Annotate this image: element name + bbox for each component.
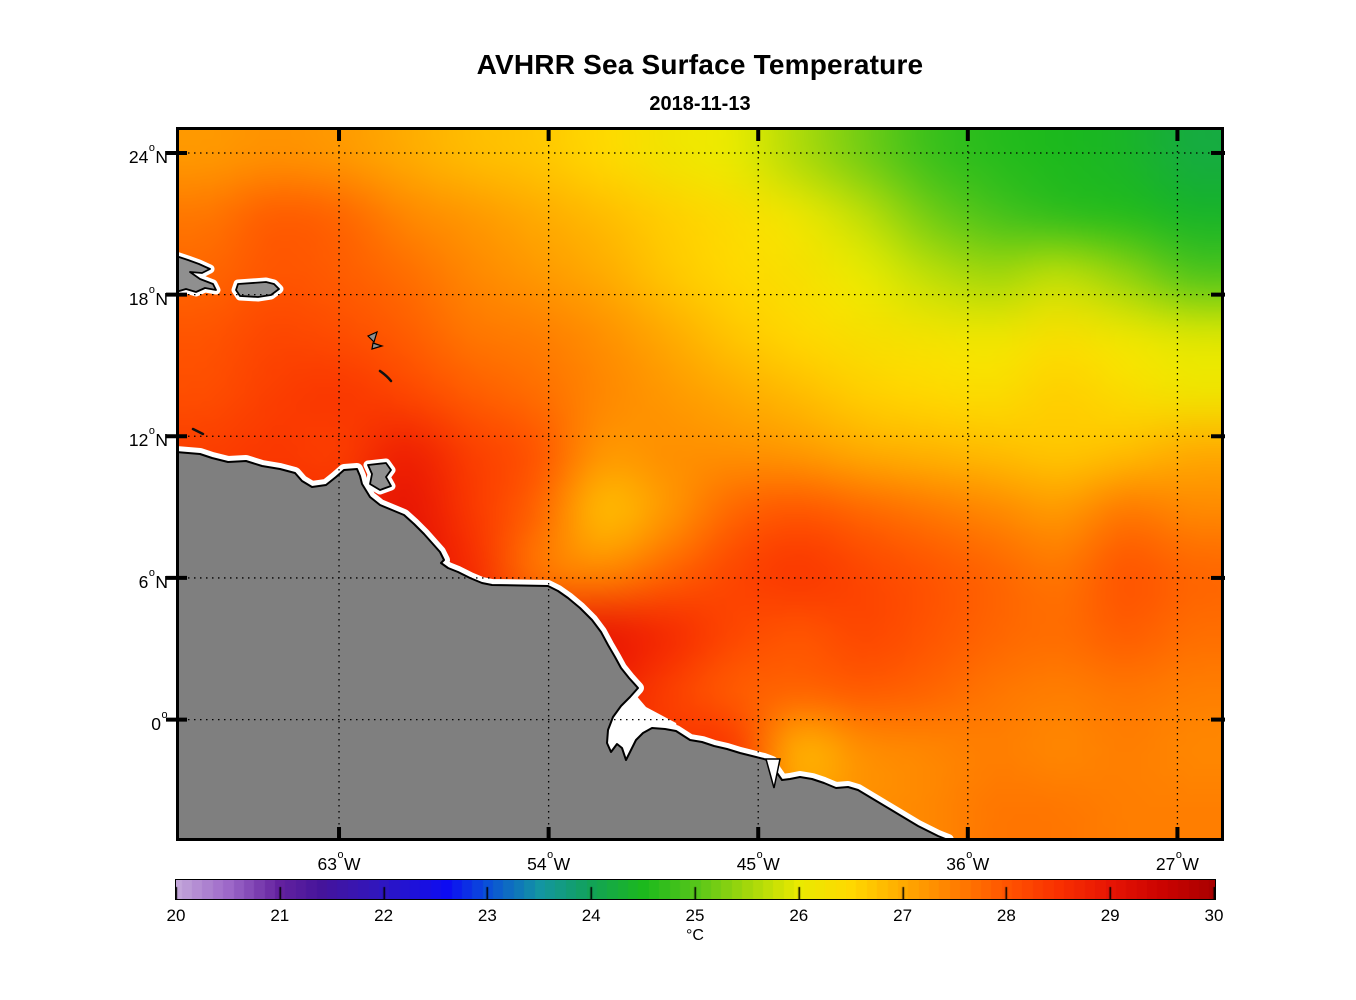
axis-tick-marks	[166, 128, 1225, 839]
plot-frame	[176, 127, 1224, 841]
guadeloupe-islet-1	[371, 342, 384, 350]
colorbar-label-23: 23	[477, 906, 497, 925]
lon-tick-label-27: 27oW	[1155, 849, 1199, 874]
graticule-gridlines	[176, 127, 1224, 840]
colorbar-label-24: 24	[581, 906, 601, 925]
colorbar-label-20: 20	[166, 906, 186, 925]
colorbar-canvas	[175, 879, 1216, 900]
lon-tick-label-36: 36oW	[946, 849, 990, 874]
colorbar-label-22: 22	[374, 906, 394, 925]
south-america-landmass	[176, 451, 949, 840]
land-and-coastlines	[176, 251, 954, 840]
colorbar-label-21: 21	[270, 906, 290, 925]
hispaniola-island	[176, 255, 217, 293]
lat-tick-label-12: 12oN	[128, 425, 168, 451]
colorbar-label-27: 27	[893, 906, 913, 925]
colorbar-label-26: 26	[789, 906, 809, 925]
colorbar-label-25: 25	[685, 906, 705, 925]
martinique-island-mark	[378, 369, 393, 383]
guadeloupe-islet-0	[366, 330, 378, 344]
lat-tick-label-24: 24oN	[128, 142, 168, 167]
puerto-rico-island	[235, 281, 280, 298]
lat-tick-label-18: 18oN	[128, 283, 168, 309]
lat-tick-label-0: 0o	[151, 708, 168, 734]
colorbar-unit-label: °C	[686, 927, 704, 944]
lon-tick-label-63: 63oW	[317, 849, 361, 874]
colorbar-label-30: 30	[1204, 906, 1224, 925]
trinidad-island	[367, 462, 392, 491]
colorbar-label-28: 28	[996, 906, 1016, 925]
lon-tick-label-45: 45oW	[736, 849, 780, 874]
lat-tick-label-6: 6oN	[138, 567, 168, 592]
lon-tick-label-54: 54oW	[527, 849, 571, 874]
river-mouth-notch	[765, 758, 781, 789]
chart-title: AVHRR Sea Surface Temperature	[476, 49, 924, 80]
curacao-island-mark	[191, 427, 205, 436]
colorbar-label-29: 29	[1100, 906, 1120, 925]
chart-date-subtitle: 2018-11-13	[649, 93, 751, 115]
